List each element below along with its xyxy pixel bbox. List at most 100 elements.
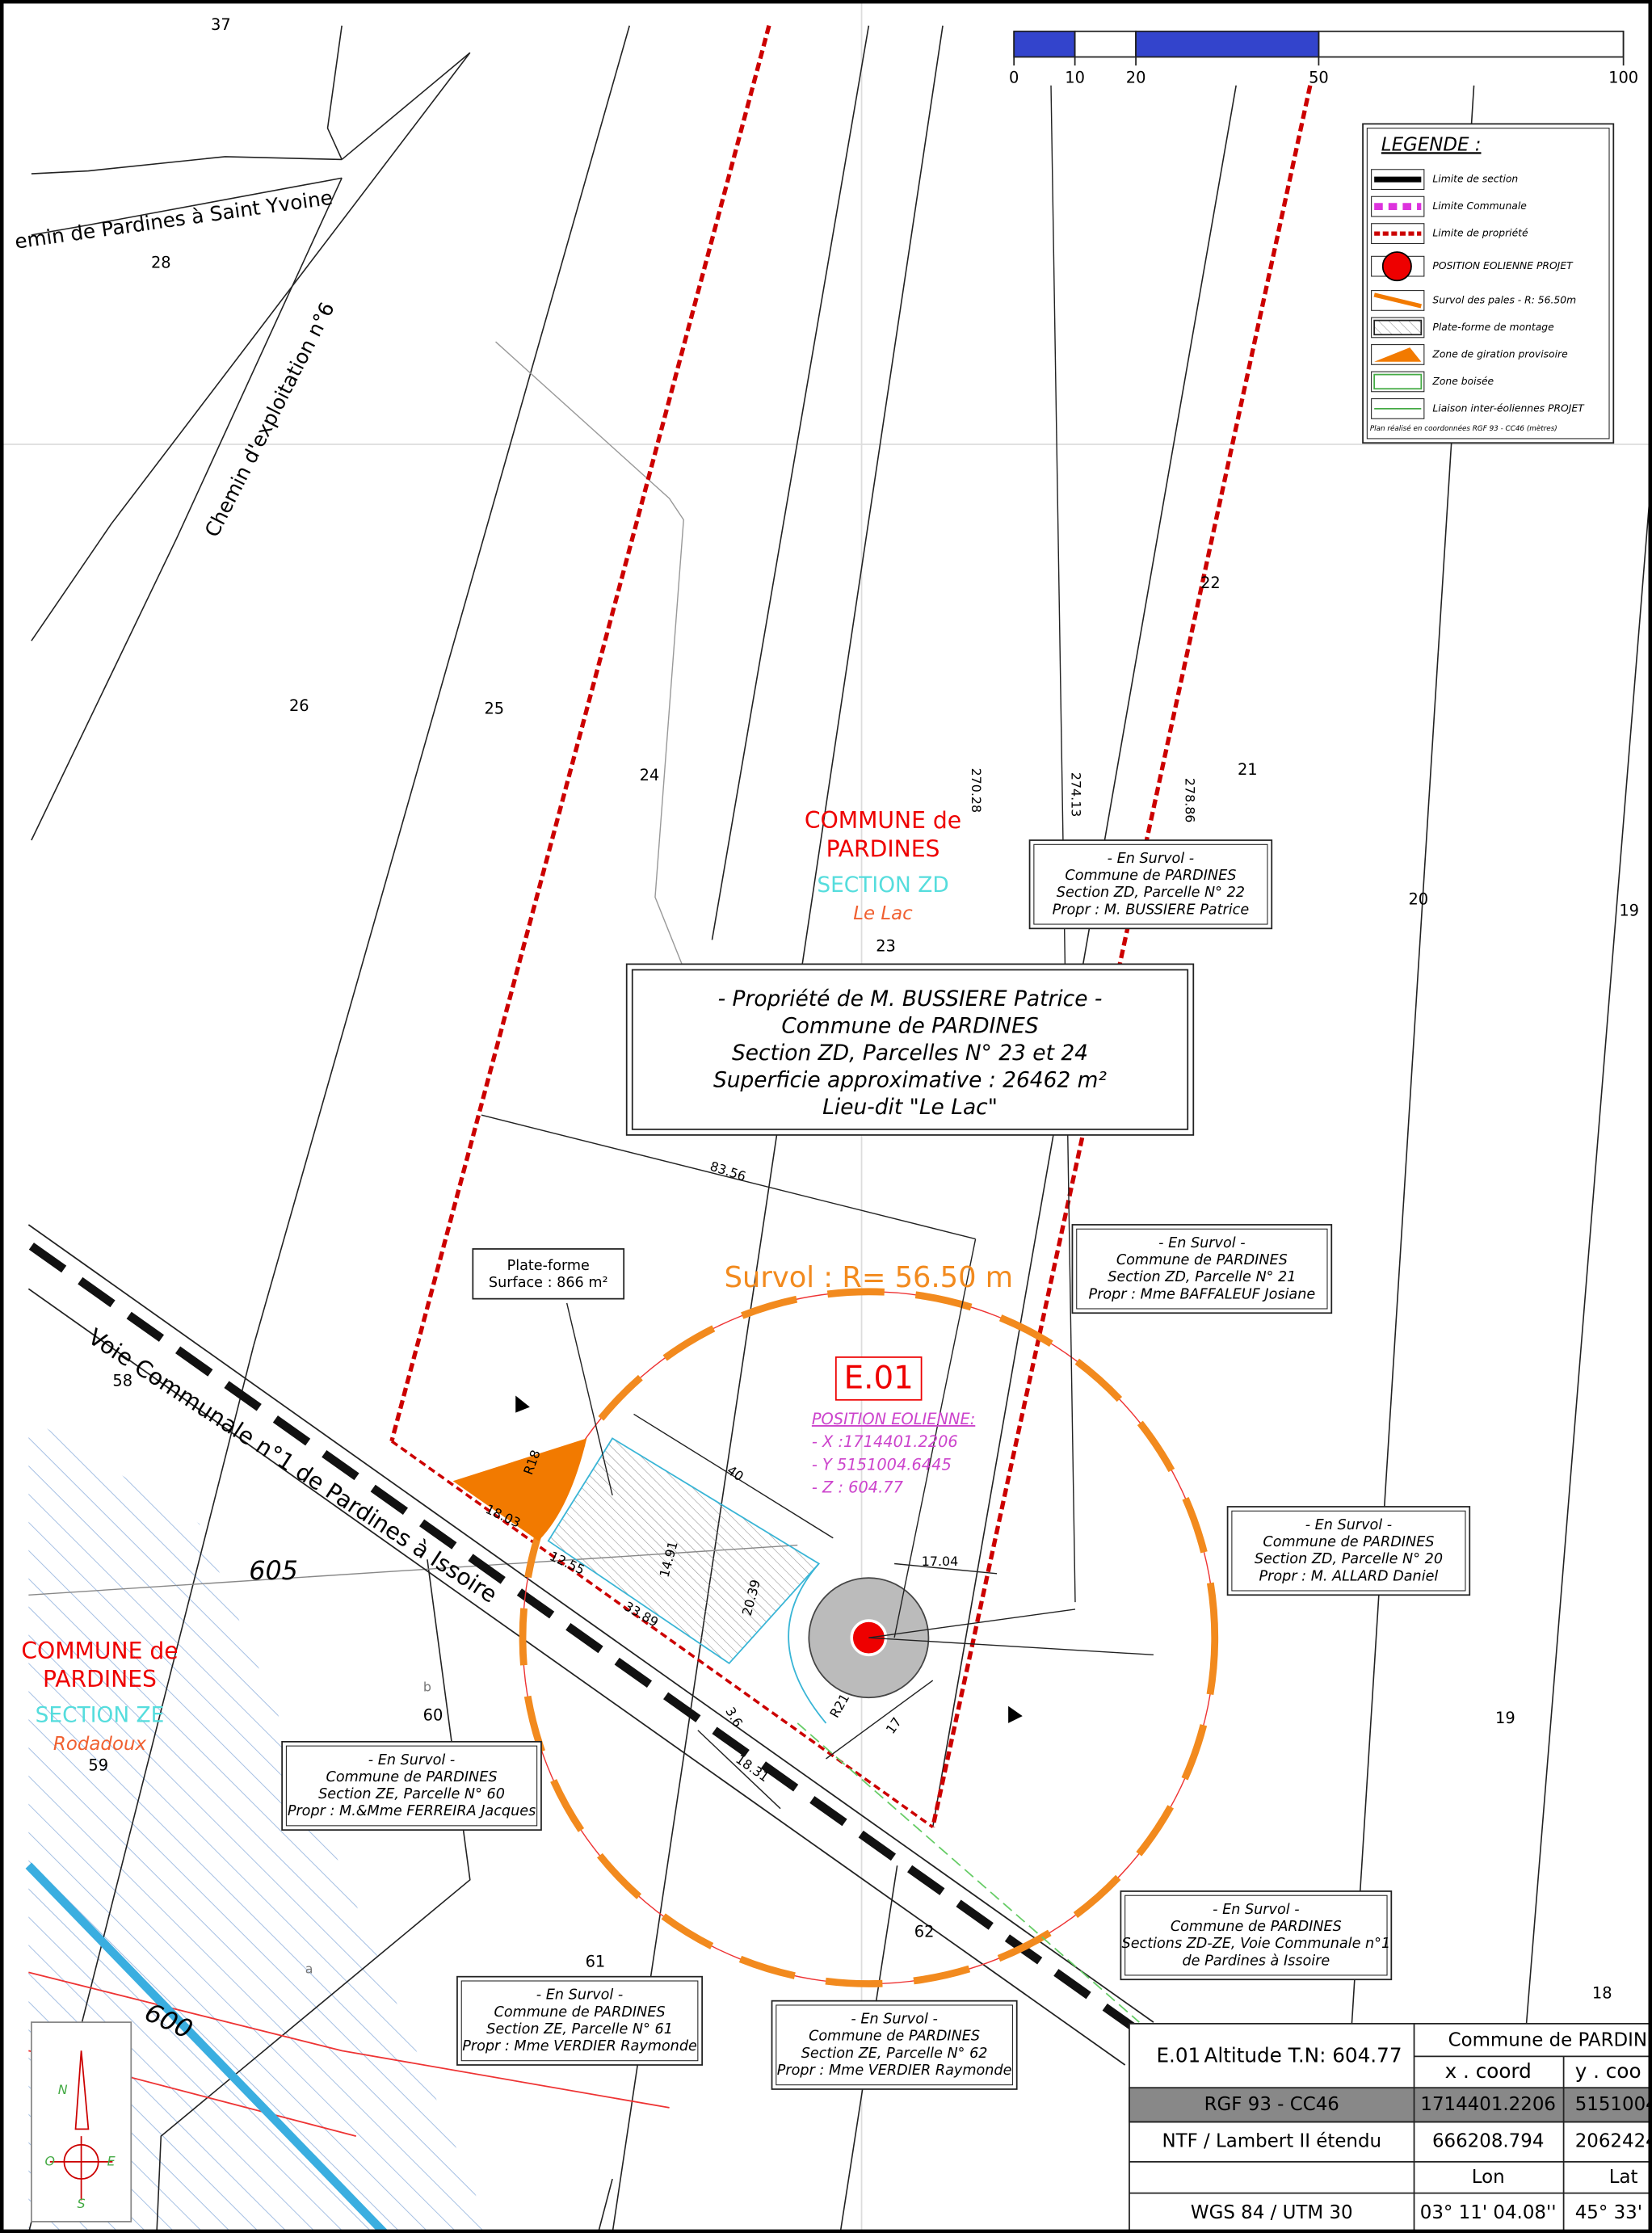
parcel-number: a xyxy=(305,1961,313,1976)
coord-table xyxy=(1129,2022,1652,2233)
turbine-id: E.01 xyxy=(844,1360,914,1397)
parcel-number: b xyxy=(423,1679,431,1694)
legend-note: Plan réalisé en coordonnées RGF 93 - CC4… xyxy=(1370,424,1557,433)
survol-box xyxy=(281,1740,542,1831)
legend-symbol-box xyxy=(1371,169,1425,190)
scale-segment xyxy=(1135,30,1320,58)
boxes xyxy=(472,963,1195,1300)
legend-box xyxy=(1366,128,1610,439)
parcel-number: 60 xyxy=(423,1706,443,1725)
compass-letter: S xyxy=(78,2196,86,2211)
legend-symbol-box xyxy=(1371,196,1425,217)
survol-text: de Pardines à Issoire xyxy=(1182,1953,1330,1969)
legend-item: Limite de section xyxy=(1432,174,1518,185)
survol-text: Section ZE, Parcelle N° 61 xyxy=(486,2021,673,2037)
parcel-number: 61 xyxy=(586,1953,606,1971)
property-text: Section ZD, Parcelles N° 23 et 24 xyxy=(732,1041,1088,1066)
legend-symbol-box xyxy=(1371,398,1425,419)
legend-item: Liaison inter-éoliennes PROJET xyxy=(1432,402,1585,414)
platform-text: Surface : 866 m² xyxy=(489,1275,608,1291)
parcel-number: 23 xyxy=(876,937,896,956)
legend-symbol-box xyxy=(1371,344,1425,365)
legend-symbol xyxy=(1373,319,1423,336)
survol-circle xyxy=(519,1288,1219,1987)
arrow xyxy=(1008,1705,1023,1723)
scale-label: 50 xyxy=(1309,68,1329,86)
property-text: Commune de PARDINES xyxy=(781,1013,1038,1038)
commune-label: PARDINES xyxy=(43,1666,157,1693)
table-header: y . coo xyxy=(1575,2059,1641,2083)
compass-letter: N xyxy=(58,2082,68,2097)
survol-box xyxy=(1028,839,1273,930)
compass-letter: E xyxy=(107,2153,116,2168)
survol-label: Survol : R= 56.50 m xyxy=(725,1261,1013,1294)
legend-symbol xyxy=(1373,373,1423,390)
parcel-number: 28 xyxy=(151,254,171,272)
legend-item: Zone boisée xyxy=(1431,376,1494,387)
property-limit xyxy=(389,25,771,1442)
compass-arrow xyxy=(74,2050,90,2130)
table-cell: 03° 11' 04.08'' xyxy=(1420,2202,1557,2223)
table-cell: NTF / Lambert II étendu xyxy=(1162,2131,1381,2152)
scale-segment xyxy=(1074,30,1137,58)
giration-arc xyxy=(788,1562,827,1724)
table-cell: 2062424 xyxy=(1575,2131,1652,2152)
survol-box xyxy=(460,1980,699,2062)
parcel-number: 18 xyxy=(1592,1983,1612,2002)
table-altitude: Altitude T.N: 604.77 xyxy=(1204,2043,1402,2067)
section-label: SECTION ZE xyxy=(36,1703,165,1728)
survol-text: Commune de PARDINES xyxy=(326,1769,498,1785)
survol-box xyxy=(1076,1228,1328,1310)
legend-item: Zone de giration provisoire xyxy=(1431,348,1568,360)
property-limit xyxy=(931,85,1313,1828)
survol-box xyxy=(1120,1890,1393,1981)
dimension-label: 83.56 xyxy=(708,1159,748,1184)
dimension-label: 17 xyxy=(883,1714,905,1736)
survol-text: - En Survol - xyxy=(1213,1902,1299,1918)
table-id: E.01 xyxy=(1156,2043,1200,2067)
table-cell: RGF 93 - CC46 xyxy=(1204,2094,1339,2115)
legend-item: Plate-forme de montage xyxy=(1432,322,1554,333)
parcel-number: 62 xyxy=(914,1923,935,1941)
survol-text: Section ZD, Parcelle N° 22 xyxy=(1057,885,1245,901)
commune-label: COMMUNE de xyxy=(805,807,961,834)
survol-box xyxy=(1124,1894,1388,1976)
legend-symbol xyxy=(1381,251,1412,282)
table-header: x . coord xyxy=(1445,2059,1532,2083)
scale-label: 0 xyxy=(1009,68,1019,86)
survol-text: Propr : M. ALLARD Daniel xyxy=(1259,1568,1439,1584)
parcel-number: 37 xyxy=(211,15,231,34)
survol-text: Section ZD, Parcelle N° 21 xyxy=(1108,1269,1296,1285)
survol-text: - En Survol - xyxy=(368,1752,455,1768)
path-line xyxy=(495,341,684,969)
dimension-label: 18.31 xyxy=(733,1751,771,1785)
legend-symbol-box xyxy=(1371,290,1425,311)
parcel-number: 26 xyxy=(289,696,309,715)
parcel-number: 19 xyxy=(1619,902,1639,920)
scale-label: 10 xyxy=(1065,68,1085,86)
liaison xyxy=(797,1722,1140,2023)
dimension-label: 17.04 xyxy=(922,1554,958,1569)
legend-symbol-box xyxy=(1371,317,1425,339)
table-cell: 45° 33' 3 xyxy=(1575,2202,1652,2223)
legend-item: Limite de propriété xyxy=(1432,228,1528,239)
commune-label: PARDINES xyxy=(826,835,940,862)
contour-line xyxy=(28,1971,670,2109)
legend-item: Limite Communale xyxy=(1432,200,1527,212)
survol-text: Propr : M. BUSSIERE Patrice xyxy=(1053,902,1250,918)
survol-text: Propr : Mme VERDIER Raymonde xyxy=(777,2063,1012,2079)
parcel-number: 59 xyxy=(88,1756,108,1774)
table-header: Lon xyxy=(1472,2167,1505,2188)
survol-text: Propr : Mme BAFFALEUF Josiane xyxy=(1089,1286,1316,1302)
property-text: Lieu-dit "Le Lac" xyxy=(822,1095,998,1120)
survol-text: - En Survol - xyxy=(1108,851,1194,867)
survol-text: - En Survol - xyxy=(536,1987,623,2004)
parcel-number: 24 xyxy=(640,766,660,784)
platform xyxy=(547,1437,821,1665)
survol-text: Section ZE, Parcelle N° 60 xyxy=(318,1786,505,1802)
road-edge xyxy=(27,1288,1126,2066)
scale-label: 20 xyxy=(1126,68,1146,86)
